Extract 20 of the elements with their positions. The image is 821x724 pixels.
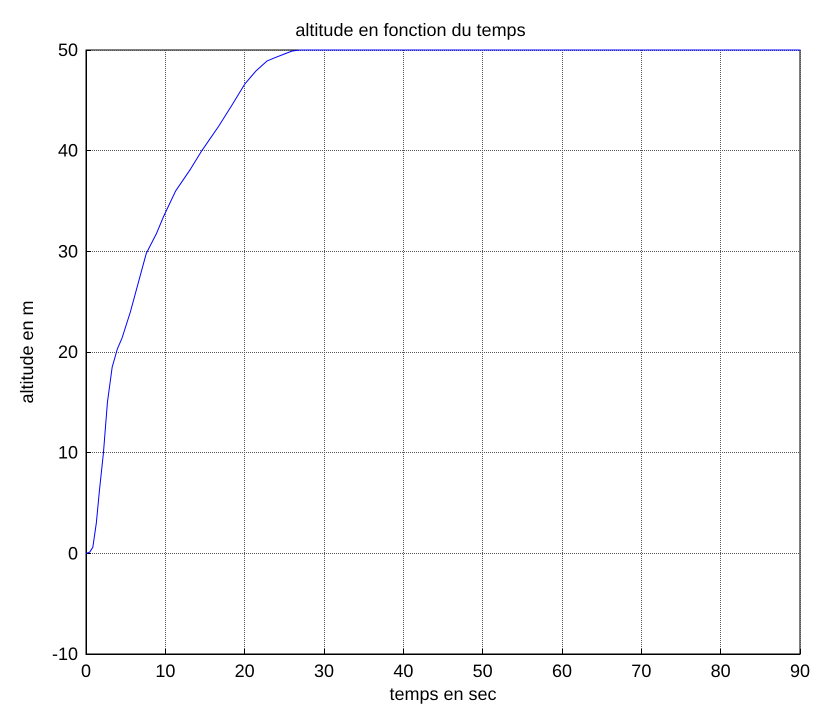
x-tick-label: 0 bbox=[80, 661, 92, 681]
y-tick-label: 0 bbox=[68, 543, 78, 564]
x-tick-label: 40 bbox=[393, 661, 414, 681]
x-tick-label: 60 bbox=[552, 661, 572, 681]
x-tick-label: 50 bbox=[472, 661, 493, 681]
x-axis-title: temps en sec bbox=[389, 684, 497, 704]
y-tick-label: -10 bbox=[52, 644, 78, 664]
x-tick-label: 80 bbox=[710, 661, 731, 681]
y-tick-label: 20 bbox=[58, 342, 78, 362]
x-tick-label: 70 bbox=[631, 661, 652, 681]
y-tick-label: 10 bbox=[58, 442, 78, 463]
y-tick-label: 40 bbox=[58, 140, 78, 161]
x-tick-label: 20 bbox=[234, 661, 255, 681]
x-tick-label: 10 bbox=[155, 661, 176, 681]
y-axis-title: altitude en m bbox=[17, 300, 37, 404]
chart-title: altitude en fonction du temps bbox=[295, 20, 526, 40]
y-tick-label: 50 bbox=[58, 40, 78, 60]
x-tick-label: 90 bbox=[790, 661, 810, 681]
x-tick-label: 30 bbox=[314, 661, 334, 681]
y-tick-label: 30 bbox=[58, 241, 78, 262]
